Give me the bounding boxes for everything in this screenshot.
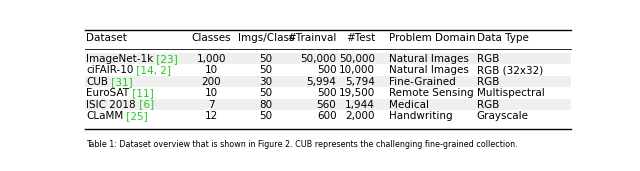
Text: Data Type: Data Type [477, 33, 529, 43]
Text: ciFAIR-10: ciFAIR-10 [86, 65, 133, 75]
Text: [14, 2]: [14, 2] [133, 65, 172, 75]
Text: 10,000: 10,000 [339, 65, 375, 75]
Text: CLaMM: CLaMM [86, 111, 124, 121]
Text: Medical: Medical [388, 100, 429, 109]
Text: Handwriting: Handwriting [388, 111, 452, 121]
Text: 1,000: 1,000 [196, 54, 226, 64]
Text: 500: 500 [317, 88, 337, 98]
Text: #Test: #Test [346, 33, 375, 43]
Text: RGB: RGB [477, 77, 499, 87]
Text: 560: 560 [317, 100, 337, 109]
Text: Grayscale: Grayscale [477, 111, 529, 121]
Text: Fine-Grained: Fine-Grained [388, 77, 455, 87]
Text: [6]: [6] [136, 100, 154, 109]
Text: EuroSAT: EuroSAT [86, 88, 129, 98]
Text: 7: 7 [208, 100, 215, 109]
Text: Imgs/Class: Imgs/Class [237, 33, 294, 43]
Text: Multispectral: Multispectral [477, 88, 545, 98]
Text: 12: 12 [205, 111, 218, 121]
Text: 2,000: 2,000 [346, 111, 375, 121]
Text: 200: 200 [202, 77, 221, 87]
Text: Classes: Classes [191, 33, 231, 43]
Text: [31]: [31] [108, 77, 132, 87]
Text: Problem Domain: Problem Domain [388, 33, 475, 43]
Bar [85, 76, 571, 87]
Text: [11]: [11] [129, 88, 154, 98]
Text: 600: 600 [317, 111, 337, 121]
Text: 50: 50 [259, 88, 273, 98]
Text: 50: 50 [259, 65, 273, 75]
Text: #Trainval: #Trainval [287, 33, 337, 43]
Text: CUB: CUB [86, 77, 108, 87]
Text: 50: 50 [259, 54, 273, 64]
Text: 50,000: 50,000 [300, 54, 337, 64]
Text: Natural Images: Natural Images [388, 65, 468, 75]
Text: RGB: RGB [477, 54, 499, 64]
Text: 19,500: 19,500 [339, 88, 375, 98]
Bar [85, 99, 571, 110]
Text: [23]: [23] [153, 54, 178, 64]
Text: 5,794: 5,794 [345, 77, 375, 87]
Text: 500: 500 [317, 65, 337, 75]
Bar [85, 53, 571, 64]
Text: 5,994: 5,994 [307, 77, 337, 87]
Text: Dataset: Dataset [86, 33, 127, 43]
Text: Table 1: Dataset overview that is shown in Figure 2. CUB represents the challeng: Table 1: Dataset overview that is shown … [86, 140, 518, 149]
Text: 1,944: 1,944 [345, 100, 375, 109]
Text: 50,000: 50,000 [339, 54, 375, 64]
Text: 10: 10 [205, 88, 218, 98]
Text: 10: 10 [205, 65, 218, 75]
Text: Natural Images: Natural Images [388, 54, 468, 64]
Text: 50: 50 [259, 111, 273, 121]
Text: 80: 80 [259, 100, 273, 109]
Text: ISIC 2018: ISIC 2018 [86, 100, 136, 109]
Text: 30: 30 [259, 77, 273, 87]
Text: ImageNet-1k: ImageNet-1k [86, 54, 153, 64]
Text: [25]: [25] [124, 111, 148, 121]
Text: RGB (32x32): RGB (32x32) [477, 65, 543, 75]
Text: RGB: RGB [477, 100, 499, 109]
Text: Remote Sensing: Remote Sensing [388, 88, 473, 98]
